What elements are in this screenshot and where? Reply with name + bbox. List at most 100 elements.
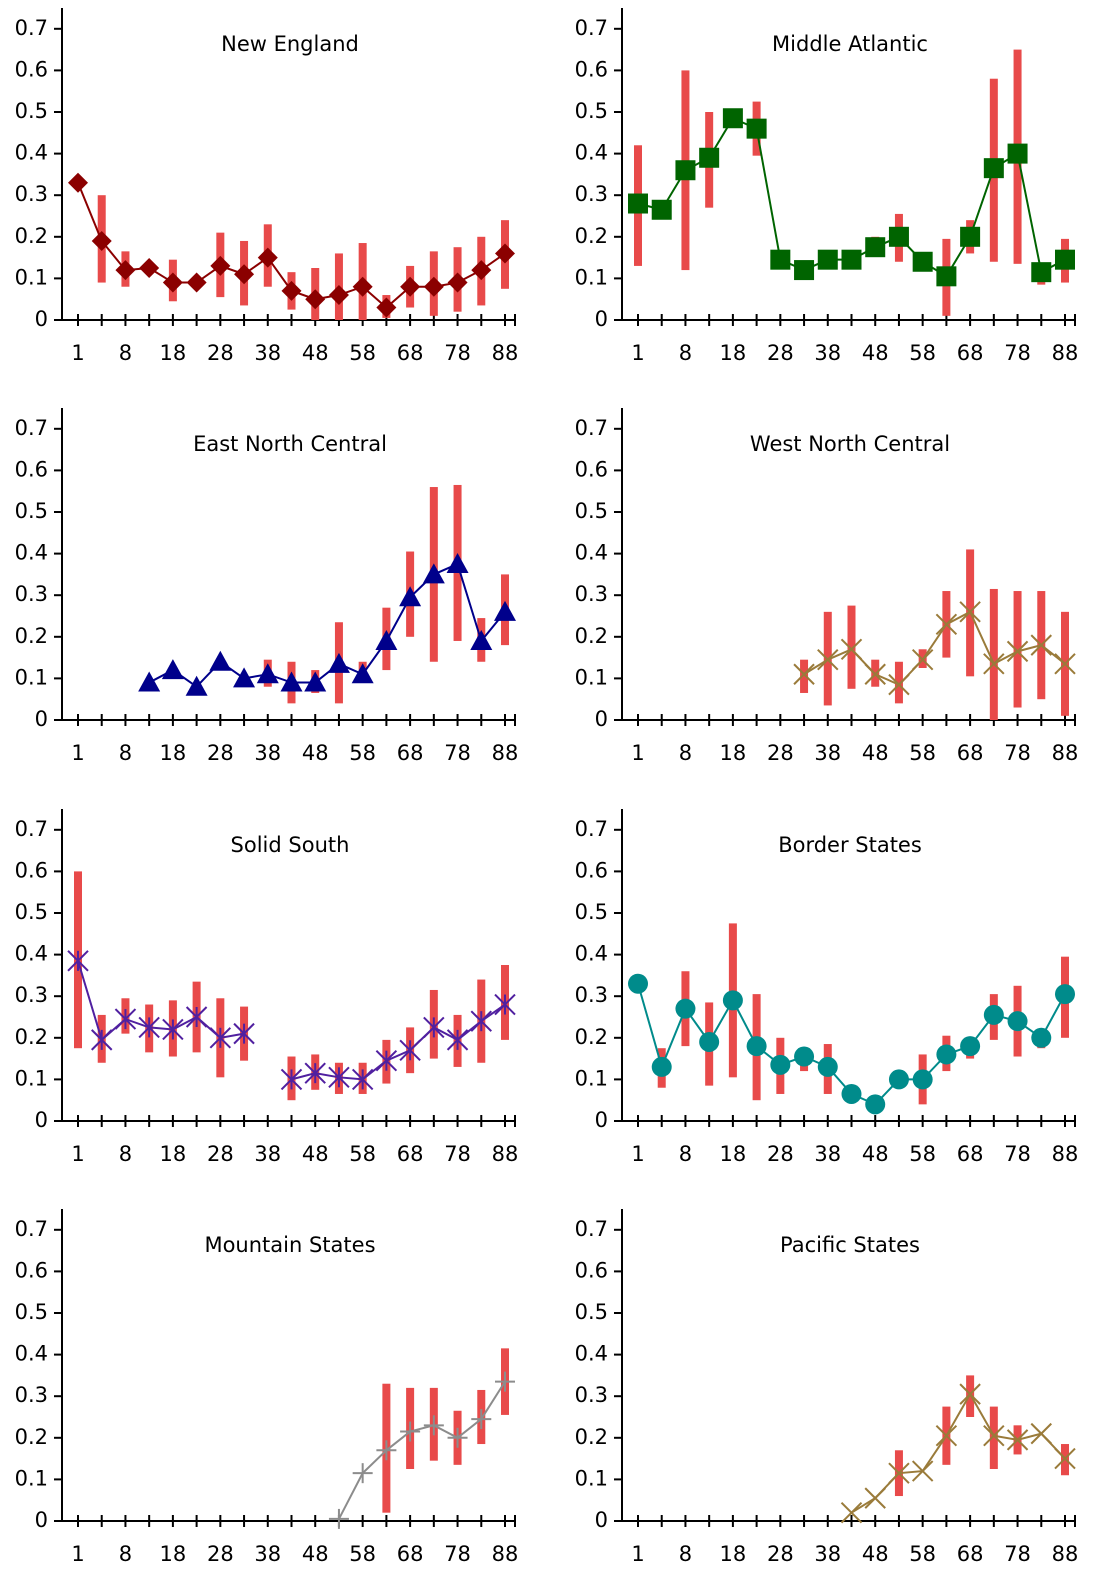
x-tick-label: 8	[119, 341, 132, 365]
error-bar	[1013, 591, 1022, 708]
marker	[115, 260, 136, 281]
x-tick-label: 28	[767, 1142, 794, 1166]
marker	[352, 1463, 373, 1484]
marker	[209, 1027, 232, 1049]
x-tick-label: 88	[492, 741, 519, 765]
marker	[864, 1487, 886, 1509]
marker	[185, 1006, 208, 1028]
marker-shape	[139, 258, 160, 278]
marker	[794, 260, 815, 281]
marker-shape	[912, 1069, 933, 1090]
marker-shape	[675, 998, 696, 1019]
x-tick-label: 68	[957, 341, 984, 365]
marker	[375, 1049, 398, 1072]
error-bar	[966, 1375, 975, 1417]
y-tick-label: 0.3	[15, 1383, 48, 1407]
marker	[1007, 1011, 1028, 1032]
marker	[935, 1425, 958, 1447]
panel-title: New England	[221, 32, 359, 56]
marker-stroke	[888, 1462, 910, 1484]
marker	[91, 1029, 113, 1051]
marker	[1031, 1027, 1052, 1048]
x-tick-label: 1	[631, 741, 644, 765]
marker	[865, 237, 886, 258]
x-tick-label: 78	[1004, 1542, 1031, 1566]
marker	[699, 1031, 720, 1052]
marker-stroke	[888, 673, 910, 696]
marker-stroke	[959, 1383, 981, 1405]
panel: 00.10.20.30.40.50.60.71 8 18 28 38 48 58 68 78 88…	[575, 8, 1078, 365]
y-tick-label: 0.6	[15, 1258, 48, 1282]
marker	[399, 586, 422, 607]
x-tick-label: 8	[119, 741, 132, 765]
y-tick-label: 0.5	[15, 99, 48, 123]
x-tick-label: 88	[1052, 741, 1079, 765]
y-tick-label: 0.2	[575, 1425, 608, 1449]
marker	[281, 280, 302, 301]
marker-shape	[304, 671, 327, 692]
marker	[471, 260, 492, 281]
marker-shape	[138, 671, 161, 692]
marker-shape	[91, 230, 112, 251]
marker-shape	[423, 276, 444, 297]
marker	[770, 1054, 791, 1075]
marker-shape	[1031, 262, 1052, 283]
marker-shape	[305, 289, 326, 310]
marker-stroke	[840, 1501, 863, 1524]
marker-shape	[722, 108, 743, 129]
y-tick-label: 0.5	[575, 900, 608, 924]
y-tick-label: 0.4	[575, 1342, 608, 1366]
x-tick-label: 1	[71, 741, 84, 765]
marker-shape	[865, 237, 886, 258]
marker-shape	[628, 193, 648, 214]
marker-stroke	[793, 663, 815, 685]
marker-stroke	[1054, 1447, 1076, 1470]
y-tick-label: 0.3	[15, 582, 48, 606]
marker	[304, 1062, 326, 1084]
marker-stroke	[983, 653, 1005, 675]
x-tick-label: 38	[254, 341, 281, 365]
marker	[328, 1508, 349, 1529]
y-tick-label: 0.3	[15, 182, 48, 206]
y-tick-label: 0.1	[15, 1066, 48, 1090]
marker-shape	[841, 249, 862, 270]
y-tick-label: 0	[595, 707, 608, 731]
x-tick-label: 8	[119, 1542, 132, 1566]
marker-shape	[281, 280, 302, 301]
y-tick-label: 0.3	[575, 182, 608, 206]
marker-stroke	[840, 638, 863, 660]
marker-shape	[746, 118, 767, 139]
x-tick-label: 28	[207, 341, 234, 365]
marker	[911, 1460, 934, 1482]
marker-shape	[983, 158, 1004, 179]
marker	[911, 648, 934, 671]
marker	[162, 272, 183, 293]
y-tick-label: 0	[35, 707, 48, 731]
y-tick-label: 0.7	[575, 16, 608, 40]
y-tick-label: 0.6	[15, 457, 48, 481]
marker	[210, 255, 231, 276]
marker	[817, 1056, 838, 1077]
marker-stroke	[959, 601, 981, 623]
marker-shape	[422, 563, 445, 584]
x-tick-label: 48	[862, 741, 889, 765]
marker-shape	[185, 675, 208, 696]
x-tick-label: 58	[909, 1142, 936, 1166]
marker-shape	[936, 266, 957, 287]
marker-stroke	[935, 1425, 958, 1447]
x-tick-label: 88	[1052, 1542, 1079, 1566]
panel: 00.10.20.30.40.50.60.71 8 18 28 38 48 58 68 78 88…	[575, 408, 1079, 765]
marker-shape	[399, 586, 422, 607]
marker-shape	[817, 249, 838, 270]
marker-shape	[794, 260, 815, 281]
y-tick-label: 0.2	[15, 1425, 48, 1449]
y-tick-label: 0.1	[575, 265, 608, 289]
y-tick-label: 0.2	[575, 1025, 608, 1049]
x-tick-label: 38	[814, 741, 841, 765]
y-tick-label: 0.5	[15, 499, 48, 523]
error-bar	[989, 588, 998, 720]
series-line	[148, 562, 506, 689]
marker-shape	[328, 285, 349, 306]
marker-stroke	[935, 613, 958, 636]
